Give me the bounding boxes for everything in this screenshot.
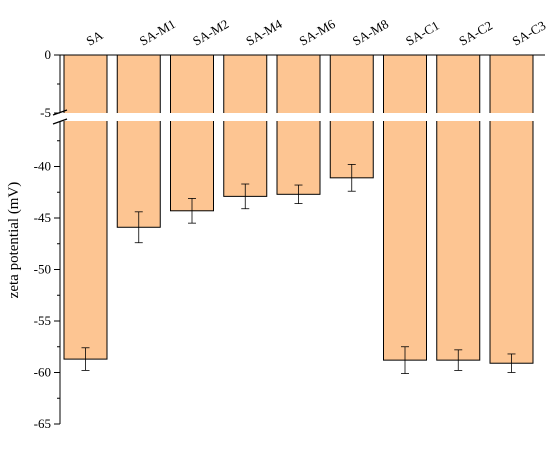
error-bar-sa-m8 [347,164,356,192]
category-label-sa-m8: SA-M8 [350,16,391,48]
category-label-sa-m6: SA-M6 [297,16,339,49]
category-label-sa-c1: SA-C1 [403,18,442,49]
bar-sa-m1 [116,54,161,228]
category-label-sa-m2: SA-M2 [190,16,231,48]
axis-break-gap [40,113,550,121]
bar-sa-c2 [436,54,481,361]
category-label-sa-m4: SA-M4 [243,16,285,49]
bar-sa [63,54,108,360]
y-tick-label: -55 [34,313,51,328]
error-bar-sa [81,347,90,371]
y-tick-label: -50 [34,262,51,277]
category-label-sa-m1: SA-M1 [137,16,178,48]
error-bar-sa-c2 [454,349,463,371]
bar-sa-c3 [489,54,534,364]
y-tick-label: -5 [40,105,51,120]
y-tick-label: -65 [34,416,51,431]
category-label-sa-c2: SA-C2 [456,18,495,49]
bar-sa-c1 [383,54,427,361]
error-bar-sa-m6 [294,184,303,204]
error-bar-sa-c1 [401,346,409,374]
bar-sa-m6 [276,54,321,195]
error-bar-sa-m2 [188,198,196,224]
y-tick-label: -45 [34,210,51,225]
error-bar-sa-m4 [241,183,250,210]
category-label-sa-c3: SA-C3 [510,18,549,49]
error-bar-sa-c3 [507,353,516,373]
bar-sa-m4 [223,54,268,197]
category-label-sa: SA [84,27,106,49]
y-axis-title: zeta potential (mV) [6,182,22,299]
y-tick-label: -60 [34,365,51,380]
bar-sa-m2 [170,54,214,212]
error-bar-sa-m1 [134,211,143,244]
axis-break-mark-bottom [52,118,68,125]
y-tick-label: -40 [34,159,51,174]
y-tick-label: 0 [45,47,52,62]
